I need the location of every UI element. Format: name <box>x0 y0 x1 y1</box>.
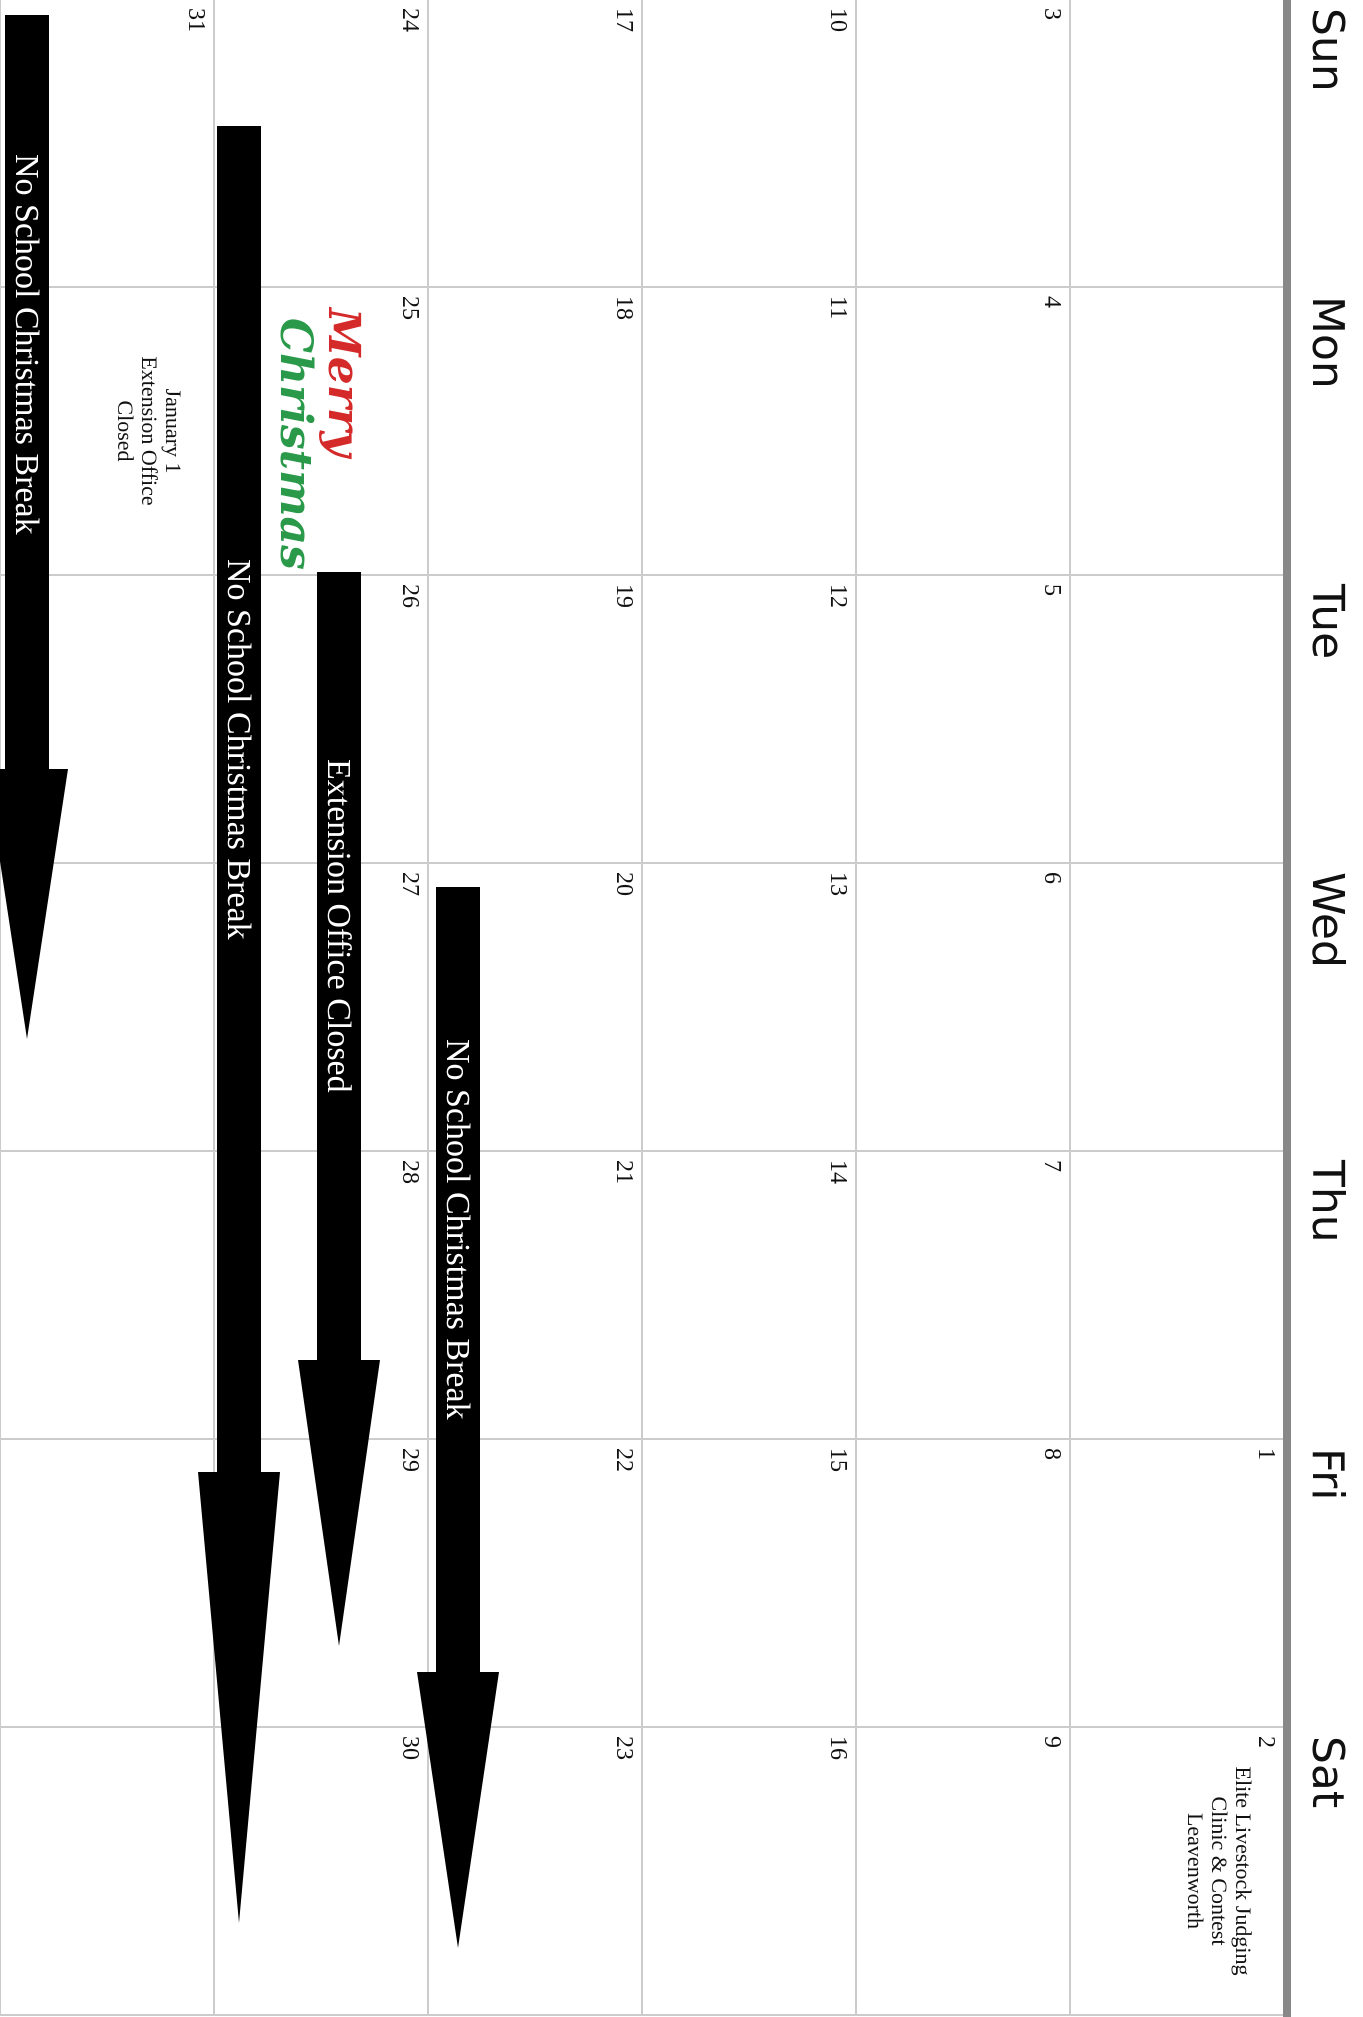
arrow <box>198 126 280 1923</box>
arrow <box>298 572 380 1646</box>
arrow <box>0 15 68 1039</box>
banner-label: No School Christmas Break <box>439 1039 476 1420</box>
banner-label: Extension Office Closed <box>320 759 357 1093</box>
banner-label: No School Christmas Break <box>8 154 45 535</box>
arrow <box>417 887 499 1948</box>
banner-label: No School Christmas Break <box>220 559 257 940</box>
